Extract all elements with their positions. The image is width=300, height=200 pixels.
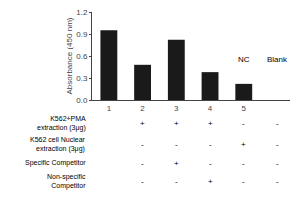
svg-text:-: - — [242, 159, 245, 168]
svg-text:0.3: 0.3 — [76, 74, 88, 83]
svg-text:NC: NC — [238, 55, 250, 64]
svg-text:-: - — [276, 140, 279, 149]
svg-text:Absorbance (450 nm): Absorbance (450 nm) — [65, 17, 74, 94]
svg-text:-: - — [276, 159, 279, 168]
svg-text:K562 cell Nuclearextraction (3: K562 cell Nuclearextraction (3μg) — [30, 136, 86, 153]
svg-text:-: - — [141, 140, 144, 149]
svg-text:1.2: 1.2 — [76, 8, 88, 17]
svg-text:-: - — [175, 177, 178, 186]
svg-text:+: + — [208, 177, 213, 186]
svg-text:0.6: 0.6 — [76, 52, 88, 61]
svg-text:Non-specificCompetitor: Non-specificCompetitor — [47, 173, 86, 190]
svg-text:K562+PMAextraction (3μg): K562+PMAextraction (3μg) — [37, 115, 86, 132]
svg-text:+: + — [241, 140, 246, 149]
svg-text:1: 1 — [107, 104, 112, 113]
svg-text:4: 4 — [208, 104, 213, 113]
svg-text:-: - — [175, 140, 178, 149]
svg-text:0.0: 0.0 — [76, 96, 88, 105]
svg-text:-: - — [209, 159, 212, 168]
svg-text:Blank: Blank — [267, 55, 288, 64]
svg-text:+: + — [174, 159, 179, 168]
svg-text:2: 2 — [140, 104, 145, 113]
svg-text:-: - — [276, 119, 279, 128]
svg-text:0.9: 0.9 — [76, 30, 88, 39]
svg-text:-: - — [276, 177, 279, 186]
svg-text:-: - — [242, 177, 245, 186]
svg-text:+: + — [140, 119, 145, 128]
svg-text:-: - — [141, 177, 144, 186]
svg-text:-: - — [141, 159, 144, 168]
svg-text:-: - — [242, 119, 245, 128]
svg-text:-: - — [209, 140, 212, 149]
svg-text:Specific Competitor: Specific Competitor — [25, 159, 86, 167]
svg-text:3: 3 — [174, 104, 179, 113]
svg-text:+: + — [174, 119, 179, 128]
svg-text:5: 5 — [242, 104, 247, 113]
svg-text:+: + — [208, 119, 213, 128]
